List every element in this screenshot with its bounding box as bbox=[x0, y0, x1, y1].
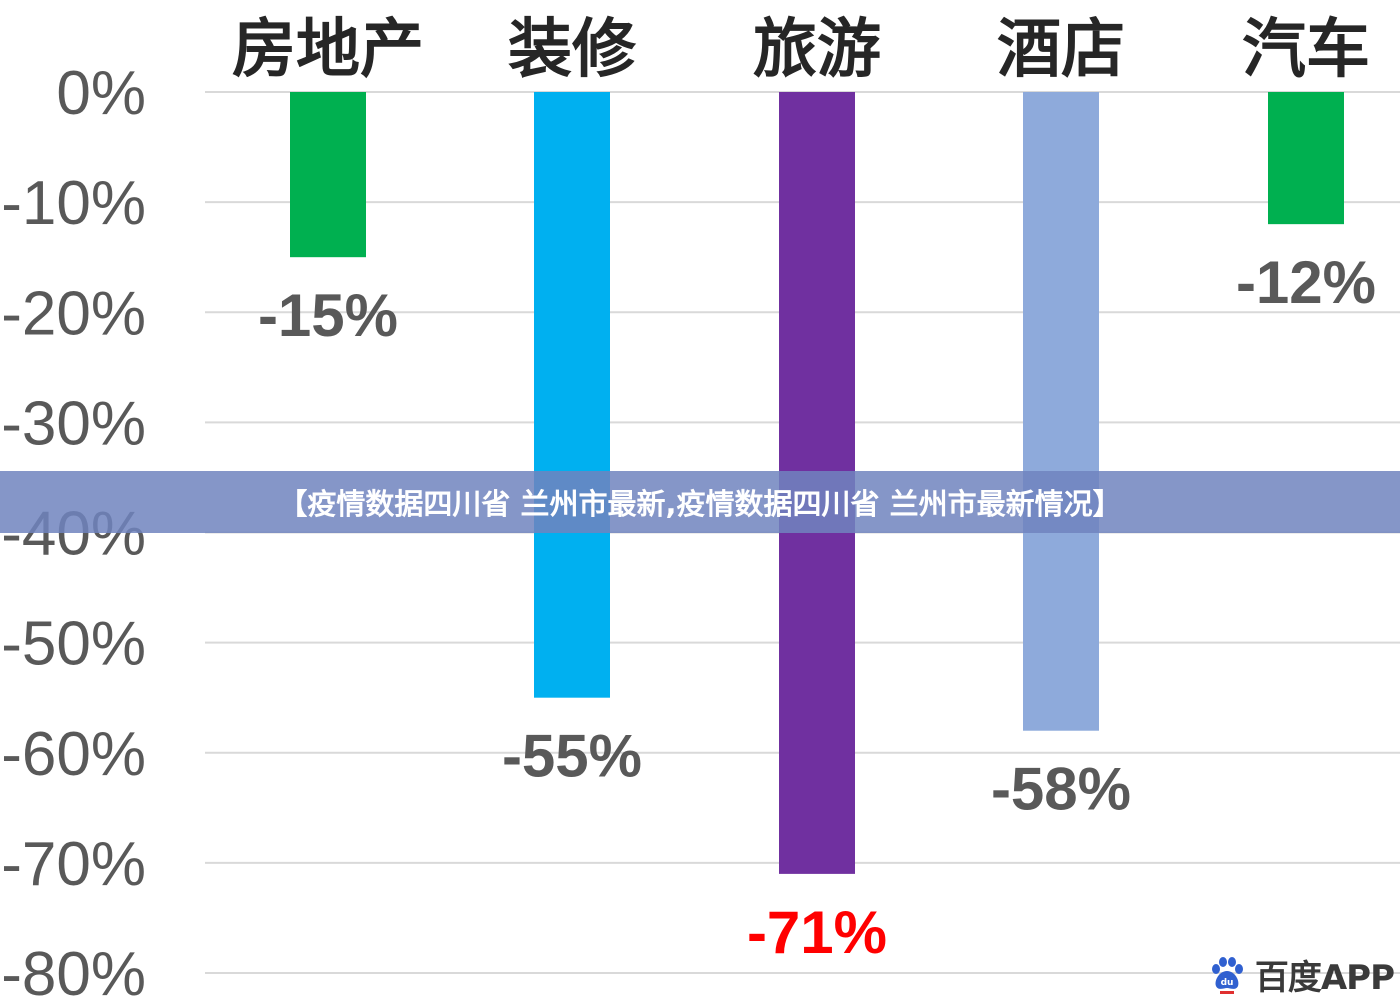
data-labels: -15% -55% -71% -58% -12% bbox=[258, 249, 1376, 966]
watermark-text: 百度APP bbox=[1254, 958, 1395, 998]
data-label: -71% bbox=[747, 899, 887, 966]
data-label: -12% bbox=[1236, 249, 1376, 316]
title-banner: 【疫情数据四川省 兰州市最新,疫情数据四川省 兰州市最新情况】 bbox=[0, 471, 1400, 533]
watermark: du 百度APP bbox=[1207, 950, 1395, 999]
y-tick-label: 0% bbox=[56, 59, 146, 128]
category-label: 汽车 bbox=[1242, 13, 1370, 87]
data-label: -15% bbox=[258, 282, 398, 349]
y-tick-label: -20% bbox=[1, 279, 146, 348]
y-tick-label: -30% bbox=[1, 389, 146, 458]
bars bbox=[290, 92, 1344, 874]
bar bbox=[290, 92, 366, 258]
data-label: -58% bbox=[991, 756, 1131, 823]
category-label: 酒店 bbox=[997, 13, 1125, 87]
category-label: 房地产 bbox=[232, 13, 424, 87]
y-tick-label: -80% bbox=[1, 940, 146, 1005]
bar bbox=[534, 92, 610, 698]
baidu-paw-icon: du bbox=[1211, 956, 1243, 994]
bar bbox=[1023, 92, 1099, 731]
y-tick-label: -60% bbox=[1, 720, 146, 789]
bar bbox=[1268, 92, 1344, 225]
category-label: 旅游 bbox=[753, 13, 881, 87]
category-labels: 房地产 装修 旅游 酒店 汽车 bbox=[232, 13, 1370, 87]
data-label: -55% bbox=[502, 723, 642, 790]
y-tick-label: -10% bbox=[1, 169, 146, 238]
y-tick-label: -50% bbox=[1, 610, 146, 679]
category-label: 装修 bbox=[508, 13, 637, 87]
y-axis-tick-labels: 0%-10%-20%-30%-40%-50%-60%-70%-80% bbox=[1, 59, 146, 1005]
svg-text:du: du bbox=[1220, 978, 1233, 988]
y-tick-label: -70% bbox=[1, 830, 146, 899]
banner-text: 【疫情数据四川省 兰州市最新,疫情数据四川省 兰州市最新情况】 bbox=[278, 487, 1122, 521]
